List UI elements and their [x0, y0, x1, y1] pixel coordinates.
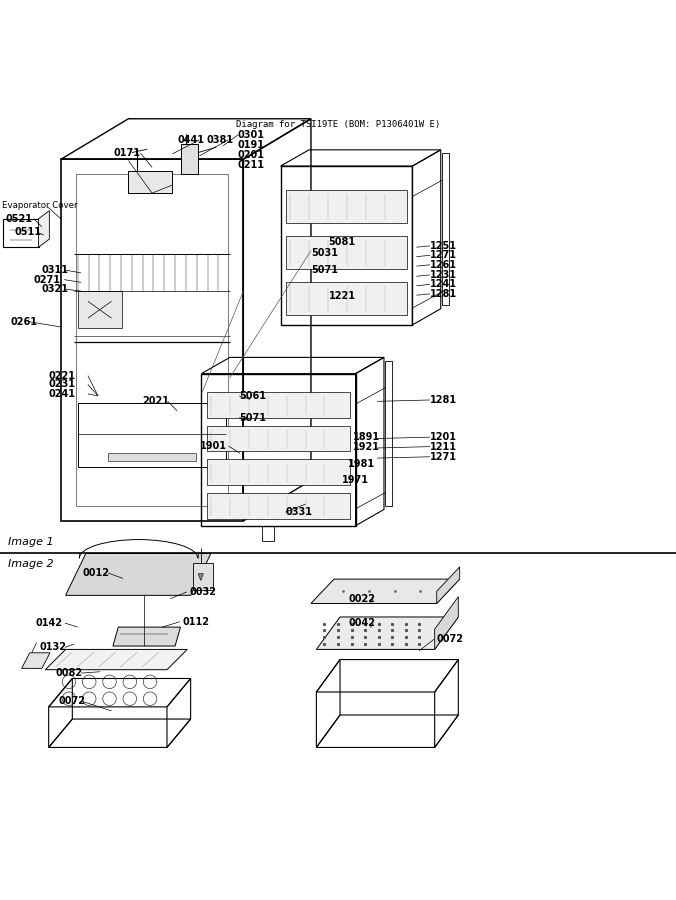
- Text: 0022: 0022: [349, 594, 376, 604]
- Bar: [193, 562, 213, 590]
- Polygon shape: [437, 567, 460, 604]
- Polygon shape: [113, 627, 180, 646]
- Text: 0521: 0521: [5, 214, 32, 224]
- Text: 0042: 0042: [349, 618, 376, 628]
- Text: 0012: 0012: [82, 568, 110, 578]
- Text: 0231: 0231: [49, 380, 76, 390]
- Polygon shape: [66, 554, 211, 595]
- Text: 1241: 1241: [430, 279, 457, 290]
- Text: 0511: 0511: [15, 228, 42, 238]
- Text: 5071: 5071: [311, 266, 338, 275]
- Text: 0142: 0142: [35, 618, 62, 628]
- Bar: [3, 219, 39, 248]
- Text: 5061: 5061: [239, 391, 266, 401]
- Bar: [207, 392, 350, 418]
- Text: 0032: 0032: [189, 587, 216, 597]
- Bar: [262, 526, 274, 541]
- Text: Image 1: Image 1: [8, 536, 53, 546]
- Text: 0381: 0381: [206, 135, 233, 145]
- Text: 1901: 1901: [200, 441, 227, 451]
- Text: 5071: 5071: [239, 412, 266, 423]
- Text: 0132: 0132: [39, 643, 66, 652]
- Polygon shape: [78, 291, 122, 328]
- Text: 0441: 0441: [177, 135, 204, 145]
- Text: 1271: 1271: [430, 452, 457, 462]
- Text: 1211: 1211: [430, 442, 457, 452]
- Text: 0112: 0112: [183, 616, 210, 626]
- Text: 0271: 0271: [34, 274, 61, 284]
- Text: 0261: 0261: [11, 317, 38, 327]
- Text: 1271: 1271: [430, 250, 457, 260]
- Bar: [385, 361, 392, 506]
- Text: 1281: 1281: [430, 289, 457, 299]
- Bar: [207, 426, 350, 452]
- Polygon shape: [39, 211, 49, 248]
- Polygon shape: [311, 579, 460, 604]
- Text: 0241: 0241: [49, 389, 76, 399]
- Bar: [108, 454, 196, 462]
- Text: 0072: 0072: [436, 634, 463, 644]
- Bar: [207, 493, 350, 519]
- Text: 0311: 0311: [42, 266, 69, 275]
- Text: Evaporator Cover: Evaporator Cover: [2, 201, 78, 210]
- Text: 0072: 0072: [58, 697, 85, 706]
- Text: 1221: 1221: [329, 291, 356, 301]
- Text: 1921: 1921: [353, 442, 380, 452]
- Text: 5081: 5081: [328, 237, 355, 247]
- Bar: [181, 144, 198, 175]
- Text: 1201: 1201: [430, 432, 457, 442]
- Bar: [286, 237, 407, 269]
- Text: 5031: 5031: [311, 248, 338, 257]
- Text: 2021: 2021: [142, 396, 169, 406]
- Text: 1261: 1261: [430, 260, 457, 270]
- Text: 1231: 1231: [430, 270, 457, 280]
- Text: 0331: 0331: [285, 508, 312, 518]
- Text: 0191: 0191: [238, 140, 265, 150]
- Text: 0082: 0082: [55, 668, 82, 678]
- Bar: [78, 402, 226, 467]
- Text: 1971: 1971: [342, 474, 369, 485]
- Bar: [128, 172, 172, 194]
- Bar: [207, 460, 350, 485]
- Text: 1891: 1891: [353, 432, 380, 442]
- Text: 1981: 1981: [348, 458, 375, 469]
- Text: 0301: 0301: [238, 130, 265, 140]
- Polygon shape: [22, 652, 50, 669]
- Polygon shape: [316, 617, 458, 650]
- Text: Diagram for TSI19TE (BOM: P1306401W E): Diagram for TSI19TE (BOM: P1306401W E): [236, 120, 440, 129]
- Text: 0171: 0171: [114, 148, 141, 158]
- Text: 0221: 0221: [49, 371, 76, 381]
- Bar: [286, 191, 407, 223]
- Text: 0321: 0321: [42, 284, 69, 294]
- Text: 0201: 0201: [238, 150, 265, 160]
- Polygon shape: [198, 573, 203, 580]
- Text: 1281: 1281: [430, 395, 457, 405]
- Polygon shape: [45, 650, 187, 670]
- Text: 1251: 1251: [430, 241, 457, 251]
- Polygon shape: [435, 597, 458, 650]
- Text: 0211: 0211: [238, 160, 265, 170]
- Bar: [286, 283, 407, 315]
- Text: Image 2: Image 2: [8, 559, 53, 569]
- Bar: [442, 153, 449, 305]
